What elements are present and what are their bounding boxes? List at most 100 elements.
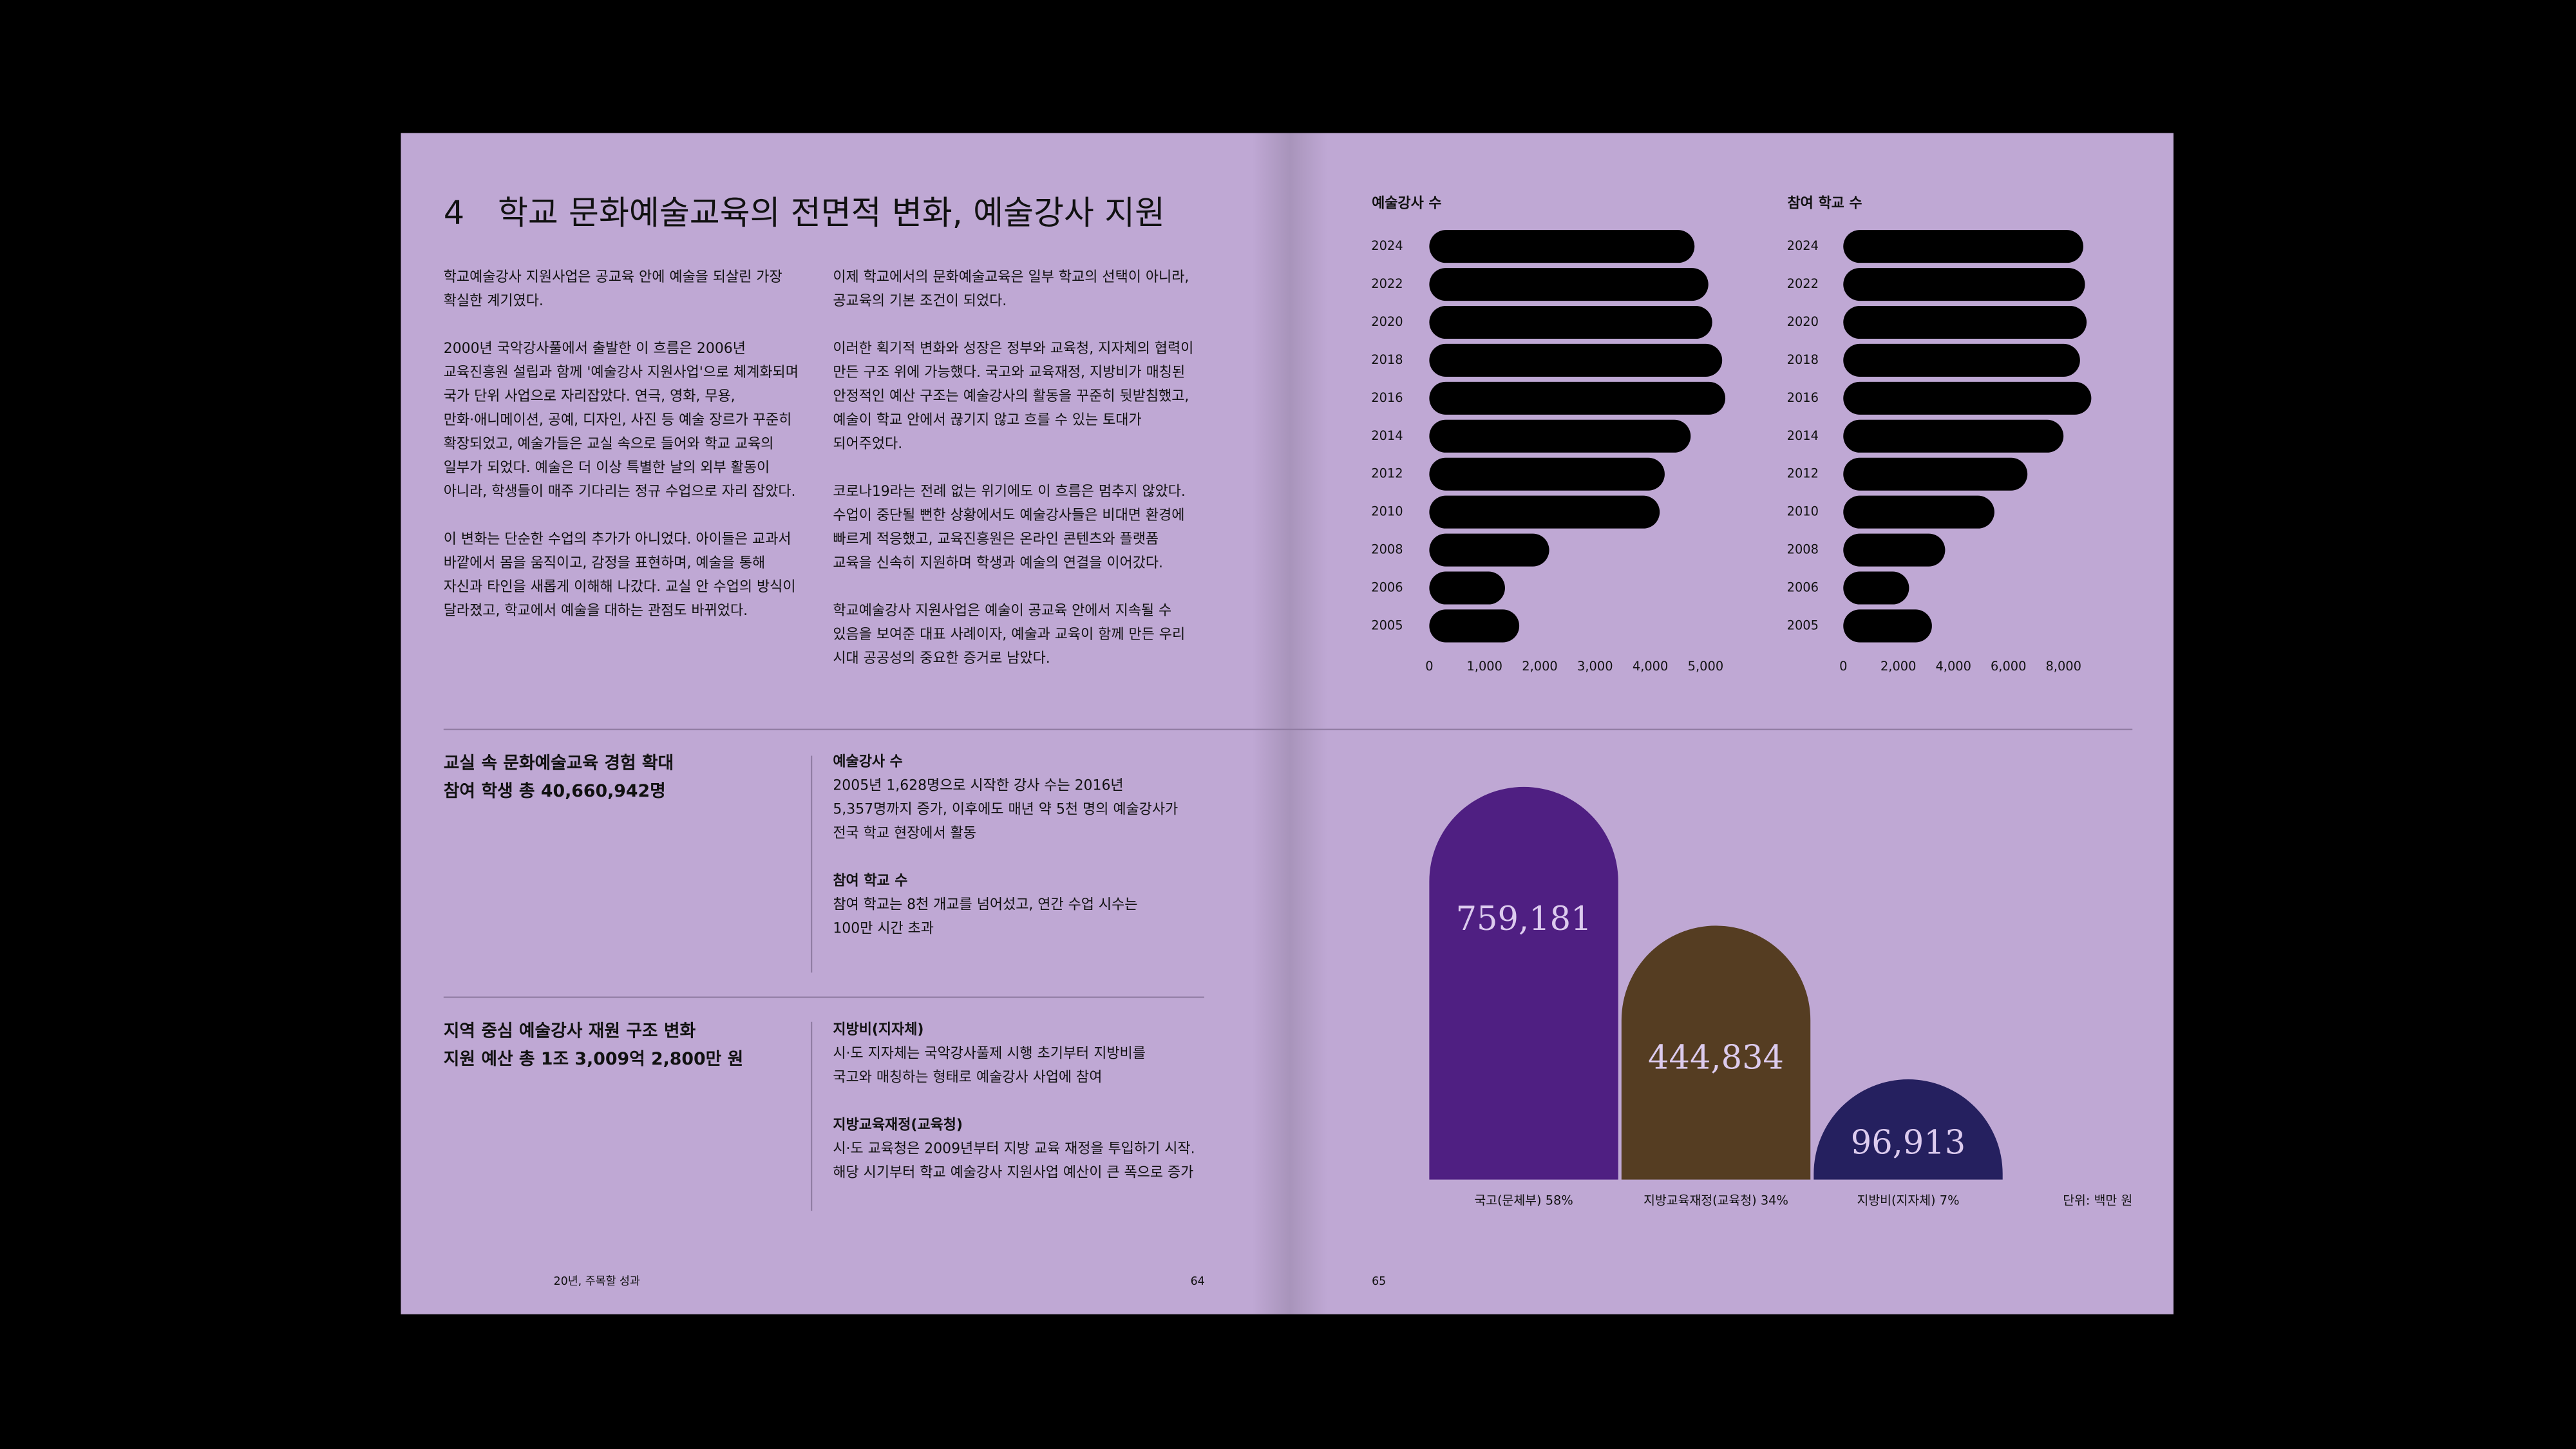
body-text: 확장되었고, 예술가들은 교실 속으로 들어와 학교 교육의: [444, 436, 774, 452]
body-text: 예술이 학교 안에서 끊기지 않고 흐를 수 있는 토대가: [833, 412, 1141, 428]
block-heading: 지원 예산 총 1조 3,009억 2,800만 원: [444, 1049, 743, 1069]
chart-title: 예술강사 수: [1372, 195, 1441, 211]
section-number: 4: [444, 194, 464, 232]
body-text: 이러한 획기적 변화와 성장은 정부와 교육청, 지자체의 협력이: [833, 341, 1193, 357]
body-text: 시대 공공성의 중요한 증거로 남았다.: [833, 650, 1050, 667]
bar: [1843, 343, 2080, 377]
item-text: 100만 시간 초과: [833, 921, 934, 937]
body-text: 공교육의 기본 조건이 되었다.: [833, 293, 1007, 309]
item-text: 시·도 교육청은 2009년부터 지방 교육 재정을 투입하기 시작.: [833, 1141, 1195, 1157]
page-number: 64: [1191, 1275, 1205, 1288]
bar: [1429, 381, 1726, 415]
y-tick-label: 2008: [1371, 542, 1403, 557]
body-text: 교육진흥원 설립과 함께 '예술강사 지원사업'으로 체계화되며: [444, 365, 799, 381]
y-tick-label: 2018: [1787, 352, 1819, 367]
y-tick-label: 2020: [1787, 314, 1819, 329]
bar: [1843, 230, 2083, 263]
y-tick-label: 2016: [1371, 390, 1403, 405]
bar: [1429, 457, 1665, 491]
body-text: 확실한 계기였다.: [444, 293, 544, 309]
arch-bar: [1814, 1079, 2003, 1180]
bar: [1429, 419, 1691, 453]
item-title: 지방비(지자체): [833, 1021, 923, 1037]
item-text: 참여 학교는 8천 개교를 넘어섰고, 연간 수업 시수는: [833, 897, 1137, 913]
category-label: 지방교육재정(교육청) 34%: [1643, 1193, 1788, 1208]
y-tick-label: 2012: [1787, 466, 1819, 481]
bar: [1843, 268, 2085, 301]
y-tick-label: 2014: [1787, 428, 1819, 443]
running-title: 20년, 주목할 성과: [554, 1275, 640, 1288]
y-tick-label: 2018: [1371, 352, 1403, 367]
body-text: 일부가 되었다. 예술은 더 이상 특별한 날의 외부 활동이: [444, 460, 770, 476]
category-label: 국고(문체부) 58%: [1474, 1193, 1573, 1208]
y-tick-label: 2005: [1371, 618, 1403, 632]
block-heading: 지역 중심 예술강사 재원 구조 변화: [444, 1021, 696, 1041]
bar: [1429, 609, 1520, 643]
y-tick-label: 2014: [1371, 428, 1403, 443]
page-number: 65: [1372, 1275, 1386, 1288]
bar: [1843, 419, 2064, 453]
bar: [1429, 306, 1712, 339]
arch-bar: [1621, 925, 1811, 1180]
x-tick-label: 0: [1425, 659, 1433, 674]
item-title: 예술강사 수: [833, 754, 902, 770]
x-tick-label: 2,000: [1880, 659, 1916, 674]
body-text: 코로나19라는 전례 없는 위기에도 이 흐름은 멈추지 않았다.: [833, 484, 1186, 500]
x-tick-label: 5,000: [1688, 659, 1723, 674]
arch-bar: [1429, 786, 1618, 1180]
x-tick-label: 8,000: [2045, 659, 2081, 674]
spine-shadow: [1251, 133, 1328, 1314]
y-tick-label: 2020: [1371, 314, 1403, 329]
x-tick-label: 4,000: [1633, 659, 1668, 674]
item-text: 전국 학교 현장에서 활동: [833, 826, 976, 842]
item-title: 지방교육재정(교육청): [833, 1117, 963, 1133]
bar: [1843, 457, 2028, 491]
bar: [1429, 268, 1709, 301]
x-tick-label: 2,000: [1522, 659, 1557, 674]
body-text: 이 변화는 단순한 수업의 추가가 아니었다. 아이들은 교과서: [444, 531, 791, 547]
body-text: 2000년 국악강사풀에서 출발한 이 흐름은 2006년: [444, 341, 746, 357]
body-text: 바깥에서 몸을 움직이고, 감정을 표현하며, 예술을 통해: [444, 555, 765, 571]
body-text: 빠르게 적응했고, 교육진흥원은 온라인 콘텐츠와 플랫폼: [833, 531, 1159, 547]
y-tick-label: 2006: [1787, 580, 1819, 595]
bar: [1843, 381, 2092, 415]
x-tick-label: 0: [1839, 659, 1847, 674]
body-text: 학교예술강사 지원사업은 예술이 공교육 안에서 지속될 수: [833, 603, 1171, 619]
y-tick-label: 2006: [1371, 580, 1403, 595]
body-text: 되어주었다.: [833, 436, 902, 452]
item-text: 2005년 1,628명으로 시작한 강사 수는 2016년: [833, 778, 1123, 794]
body-text: 아니라, 학생들이 매주 기다리는 정규 수업으로 자리 잡았다.: [444, 484, 796, 500]
chart-title: 참여 학교 수: [1788, 195, 1862, 211]
y-tick-label: 2016: [1787, 390, 1819, 405]
category-label: 지방비(지자체) 7%: [1857, 1193, 1960, 1208]
x-tick-label: 6,000: [1991, 659, 2026, 674]
y-tick-label: 2010: [1787, 504, 1819, 519]
body-text: 만화·애니메이션, 공예, 디자인, 사진 등 예술 장르가 꾸준히: [444, 412, 792, 428]
bar: [1843, 533, 1946, 567]
bar: [1843, 609, 1932, 643]
value-label: 444,834: [1648, 1039, 1784, 1077]
bar: [1429, 571, 1505, 605]
item-text: 5,357명까지 증가, 이후에도 매년 약 5천 명의 예술강사가: [833, 802, 1178, 818]
y-tick-label: 2024: [1787, 238, 1819, 253]
block-heading: 교실 속 문화예술교육 경험 확대: [444, 753, 674, 773]
y-tick-label: 2010: [1371, 504, 1403, 519]
y-tick-label: 2022: [1787, 276, 1819, 291]
x-tick-label: 4,000: [1935, 659, 1971, 674]
page-title: 학교 문화예술교육의 전면적 변화, 예술강사 지원: [498, 194, 1165, 232]
body-text: 안정적인 예산 구조는 예술강사의 활동을 꾸준히 뒷받침했고,: [833, 388, 1189, 404]
body-text: 수업이 중단될 뻔한 상황에서도 예술강사들은 비대면 환경에: [833, 507, 1184, 524]
body-text: 교육을 신속히 지원하며 학생과 예술의 연결을 이어갔다.: [833, 555, 1163, 571]
bar: [1843, 306, 2087, 339]
item-text: 시·도 지자체는 국악강사풀제 시행 초기부터 지방비를: [833, 1045, 1146, 1061]
bar: [1843, 571, 1909, 605]
unit-label: 단위: 백만 원: [2063, 1193, 2132, 1208]
item-title: 참여 학교 수: [833, 873, 907, 889]
y-tick-label: 2005: [1787, 618, 1819, 632]
x-tick-label: 3,000: [1577, 659, 1613, 674]
bar: [1843, 495, 1994, 529]
y-tick-label: 2012: [1371, 466, 1403, 481]
bar: [1429, 533, 1549, 567]
